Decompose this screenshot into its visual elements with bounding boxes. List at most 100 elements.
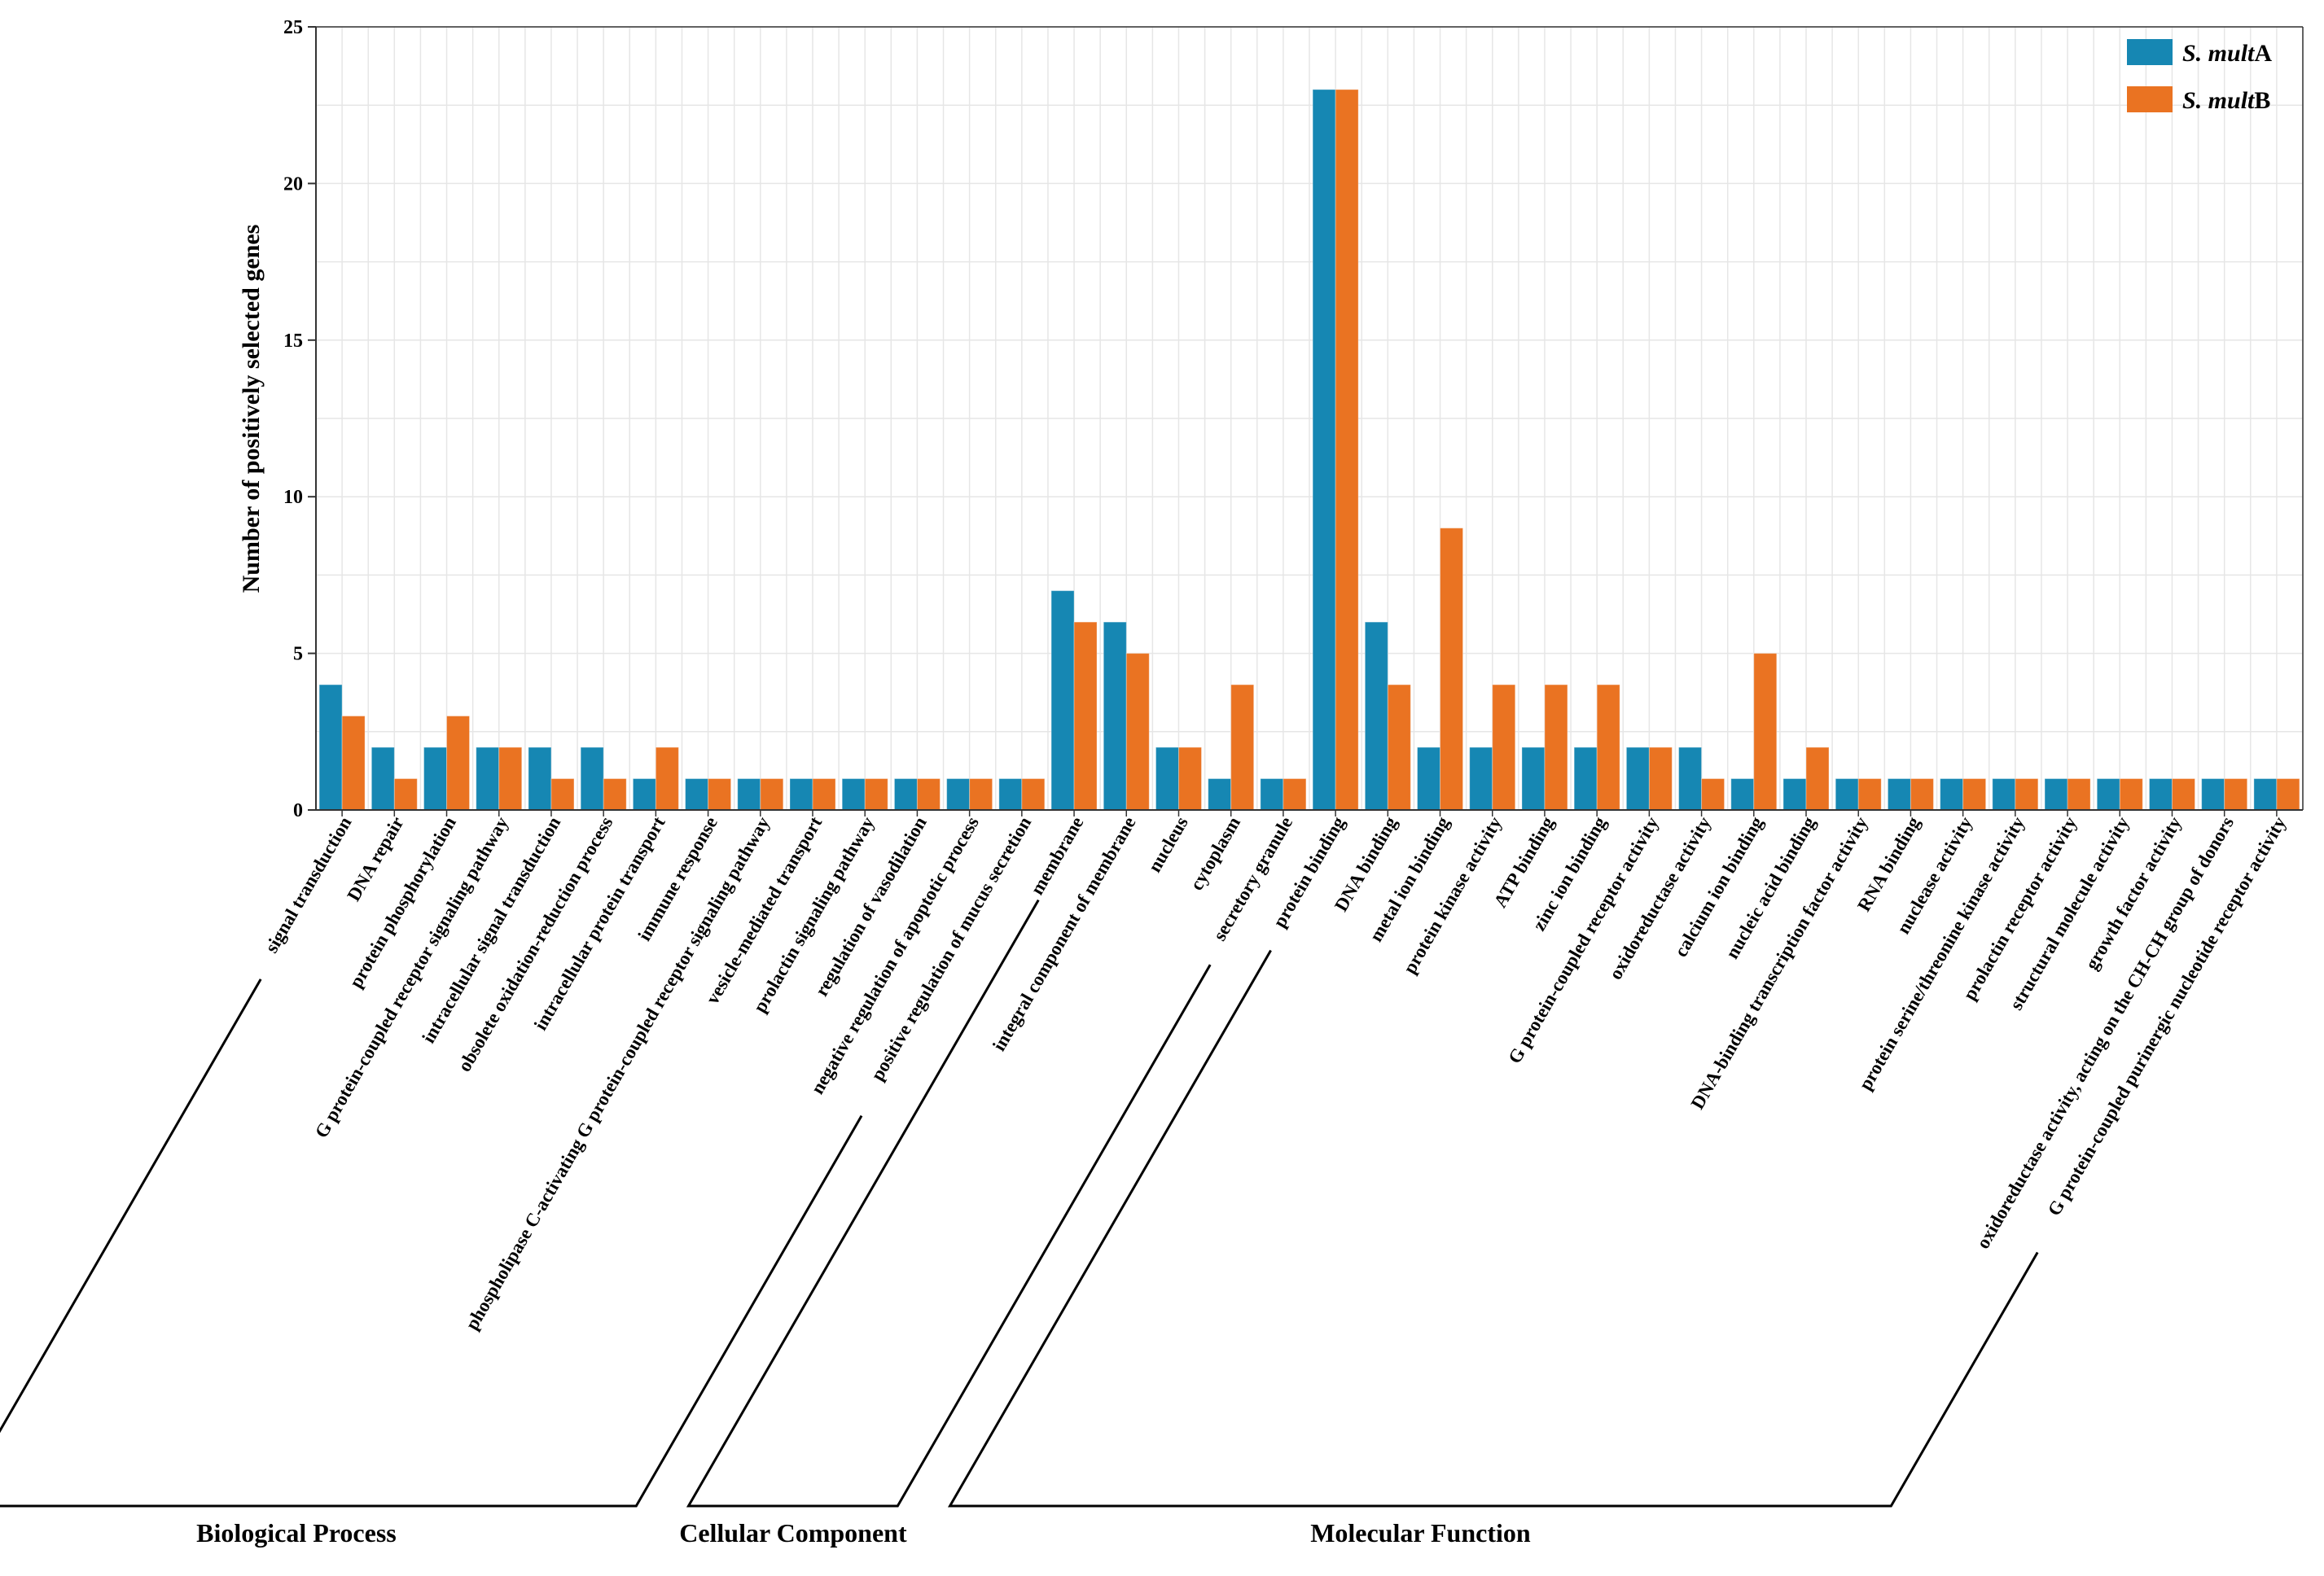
grid xyxy=(315,26,2304,810)
bar-s-multb-oxidoreductase-activity-acting-on-the-ch-ch-group-of-donors xyxy=(2224,778,2248,811)
bar-s-multb-calcium-ion-binding xyxy=(1753,653,1778,811)
bar-s-multa-oxidoreductase-activity-acting-on-the-ch-ch-group-of-donors xyxy=(2201,778,2225,811)
bar-s-multb-protein-phosphorylation xyxy=(446,716,471,811)
axes xyxy=(308,26,2304,816)
bar-s-multa-atp-binding xyxy=(1521,746,1546,811)
y-tick-label: 20 xyxy=(283,173,303,195)
bar-s-multa-signal-transduction xyxy=(318,684,343,811)
category-label-cytoplasm: cytoplasm xyxy=(1186,813,1244,894)
legend-label-s-multa: S. multA xyxy=(2182,40,2272,67)
bar-s-multa-prolactin-signaling-pathway xyxy=(841,778,866,811)
bar-s-multb-growth-factor-activity xyxy=(2171,778,2195,811)
group-bracket-cellular-component xyxy=(686,899,1212,1508)
bar-s-multa-calcium-ion-binding xyxy=(1730,778,1755,811)
bar-s-multa-regulation-of-vasodilation xyxy=(893,778,918,811)
bar-s-multb-zinc-ion-binding xyxy=(1596,684,1620,811)
category-label-oxidoreductase-activity: oxidoreductase activity xyxy=(1605,813,1715,983)
bar-s-multb-phospholipase-c-activating-g-protein-coupled-receptor-signaling-pathway xyxy=(760,778,784,811)
bar-s-multb-metal-ion-binding xyxy=(1440,528,1464,811)
group-bracket-biological-process xyxy=(0,978,863,1508)
bar-s-multa-secretory-granule xyxy=(1260,778,1284,811)
y-tick-label: 0 xyxy=(293,800,303,821)
bar-s-multb-nucleus xyxy=(1177,746,1202,811)
category-label-signal-transduction: signal transduction xyxy=(261,813,356,957)
bar-s-multb-negative-regulation-of-apoptotic-process xyxy=(969,778,993,811)
bar-s-multb-vesicle-mediated-transport xyxy=(812,778,836,811)
bar-s-multa-zinc-ion-binding xyxy=(1573,746,1598,811)
bar-s-multa-oxidoreductase-activity xyxy=(1678,746,1703,811)
bar-s-multa-structural-molecule-activity xyxy=(2096,778,2120,811)
bar-s-multb-membrane xyxy=(1073,621,1098,811)
bar-s-multa-rna-binding xyxy=(1887,778,1911,811)
bar-s-multb-protein-binding xyxy=(1335,89,1359,811)
bar-s-multb-secretory-granule xyxy=(1283,778,1307,811)
bar-s-multb-prolactin-signaling-pathway xyxy=(864,778,888,811)
bar-s-multa-protein-serine-threonine-kinase-activity xyxy=(1992,778,2016,811)
bar-s-multb-regulation-of-vasodilation xyxy=(916,778,941,811)
bar-s-multb-immune-response xyxy=(708,778,732,811)
bar-s-multa-growth-factor-activity xyxy=(2148,778,2173,811)
group-label-biological-process: Biological Process xyxy=(196,1518,397,1548)
bar-s-multb-cytoplasm xyxy=(1230,684,1255,811)
bar-s-multa-g-protein-coupled-receptor-signaling-pathway xyxy=(476,746,500,811)
bar-s-multb-dna-repair xyxy=(393,778,418,811)
bar-s-multa-integral-component-of-membrane xyxy=(1103,621,1127,811)
bar-s-multb-positive-regulation-of-mucus-secretion xyxy=(1021,778,1046,811)
bar-s-multb-prolactin-receptor-activity xyxy=(2067,778,2091,811)
bar-s-multb-g-protein-coupled-purinergic-nucleotide-receptor-activity xyxy=(2276,778,2300,811)
bar-s-multa-protein-kinase-activity xyxy=(1469,746,1493,811)
group-label-molecular-function: Molecular Function xyxy=(1310,1518,1531,1548)
bar-s-multa-phospholipase-c-activating-g-protein-coupled-receptor-signaling-pathway xyxy=(737,778,761,811)
bar-s-multa-prolactin-receptor-activity xyxy=(2044,778,2068,811)
y-tick-label: 25 xyxy=(283,17,303,38)
bar-s-multb-g-protein-coupled-receptor-activity xyxy=(1648,746,1673,811)
bar-s-multb-intracellular-protein-transport xyxy=(655,746,679,811)
bar-s-multb-protein-kinase-activity xyxy=(1492,684,1516,811)
y-tick-labels: 0 5 10 15 20 25 xyxy=(283,17,303,821)
bar-s-multa-dna-binding-transcription-factor-activity xyxy=(1835,778,1859,811)
legend: S. multA S. multB xyxy=(2127,39,2272,114)
category-label-membrane: membrane xyxy=(1027,813,1088,898)
bar-s-multa-membrane xyxy=(1050,590,1075,811)
bar-s-multb-oxidoreductase-activity xyxy=(1701,778,1725,811)
group-bracket-molecular-function xyxy=(947,949,2039,1508)
bar-s-multa-nuclease-activity xyxy=(1940,778,1964,811)
group-brackets: Biological Process Cellular Component Mole… xyxy=(0,899,2039,1548)
bar-s-multa-intracellular-protein-transport xyxy=(632,778,656,811)
group-label-cellular-component: Cellular Component xyxy=(679,1518,907,1548)
y-tick-label: 10 xyxy=(283,487,303,508)
category-label-protein-kinase-activity: protein kinase activity xyxy=(1399,813,1506,978)
y-tick-label: 15 xyxy=(283,331,303,352)
bar-s-multa-immune-response xyxy=(685,778,709,811)
y-axis-title: Number of positively selected genes xyxy=(238,225,265,593)
bar-s-multb-atp-binding xyxy=(1544,684,1568,811)
bar-s-multa-nucleic-acid-binding xyxy=(1782,778,1807,811)
bar-s-multa-positive-regulation-of-mucus-secretion xyxy=(998,778,1023,811)
bar-s-multa-dna-repair xyxy=(371,746,395,811)
bar-s-multb-nucleic-acid-binding xyxy=(1805,746,1830,811)
y-tick-label: 5 xyxy=(293,644,303,665)
bar-s-multa-vesicle-mediated-transport xyxy=(789,778,813,811)
legend-swatch-s-multa xyxy=(2127,39,2173,65)
category-label-nucleus: nucleus xyxy=(1144,813,1192,876)
category-label-oxidoreductase-activity-acting-on-the-ch-ch-group-of-donors: oxidoreductase activity, acting on the C… xyxy=(1972,813,2238,1252)
bar-s-multa-nucleus xyxy=(1155,746,1179,811)
legend-label-s-multb: S. multB xyxy=(2182,87,2270,114)
bar-s-multb-obsolete-oxidation-reduction-process xyxy=(603,778,627,811)
bar-s-multb-rna-binding xyxy=(1910,778,1934,811)
bar-s-multa-metal-ion-binding xyxy=(1417,746,1441,811)
bar-s-multa-protein-phosphorylation xyxy=(423,746,448,811)
bar-s-multb-nuclease-activity xyxy=(1962,778,1987,811)
bar-s-multa-cytoplasm xyxy=(1208,778,1232,811)
bar-s-multb-structural-molecule-activity xyxy=(2119,778,2143,811)
category-label-g-protein-coupled-receptor-signaling-pathway: G protein-coupled receptor signaling pat… xyxy=(311,813,512,1142)
legend-swatch-s-multb xyxy=(2127,86,2173,112)
bar-s-multb-g-protein-coupled-receptor-signaling-pathway xyxy=(498,746,523,811)
bar-s-multa-obsolete-oxidation-reduction-process xyxy=(580,746,604,811)
bar-s-multa-dna-binding xyxy=(1364,621,1388,811)
bar-s-multa-negative-regulation-of-apoptotic-process xyxy=(946,778,971,811)
bars xyxy=(318,89,2300,811)
bar-s-multa-g-protein-coupled-purinergic-nucleotide-receptor-activity xyxy=(2253,778,2278,811)
